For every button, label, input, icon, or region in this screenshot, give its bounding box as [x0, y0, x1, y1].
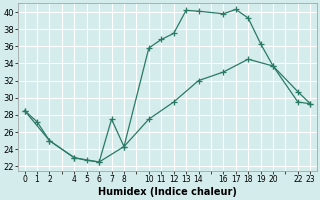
- X-axis label: Humidex (Indice chaleur): Humidex (Indice chaleur): [98, 187, 237, 197]
